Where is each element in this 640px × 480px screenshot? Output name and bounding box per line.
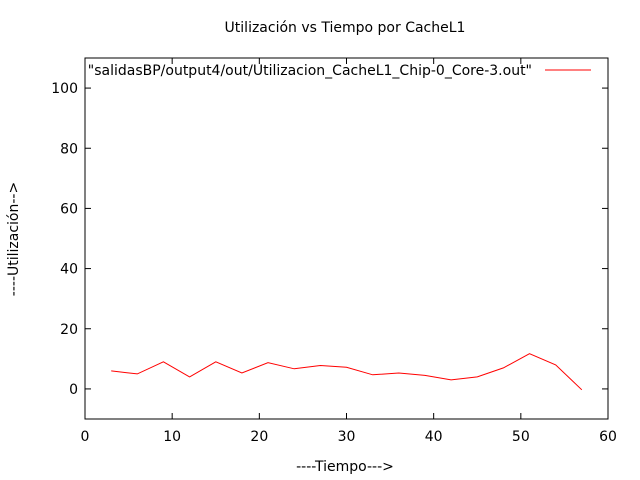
x-tick-label: 20: [250, 429, 268, 445]
series-line: [111, 353, 583, 391]
x-tick-label: 10: [163, 429, 181, 445]
x-tick-label: 30: [338, 429, 356, 445]
y-tick-label: 100: [51, 81, 78, 97]
y-tick-label: 40: [60, 262, 78, 278]
plot-frame: [84, 57, 609, 420]
y-tick-label: 60: [60, 201, 78, 217]
x-tick-label: 0: [81, 429, 90, 445]
series-layer: [111, 353, 583, 391]
x-tick-label: 50: [512, 429, 530, 445]
x-tick-label: 60: [599, 429, 617, 445]
y-axis-label: ----Utilización-->: [6, 182, 22, 296]
axis-ticks: 0 10 20 30 40 50 60 0 20 40 60 80 100: [51, 58, 617, 445]
y-tick-label: 0: [69, 382, 78, 398]
x-tick-label: 40: [425, 429, 443, 445]
legend: "salidasBP/output4/out/Utilizacion_Cache…: [88, 63, 591, 79]
legend-label: "salidasBP/output4/out/Utilizacion_Cache…: [88, 63, 532, 79]
chart-title: Utilización vs Tiempo por CacheL1: [225, 20, 466, 36]
y-tick-label: 20: [60, 322, 78, 338]
x-axis-label: ----Tiempo--->: [296, 459, 394, 475]
y-tick-label: 80: [60, 141, 78, 157]
